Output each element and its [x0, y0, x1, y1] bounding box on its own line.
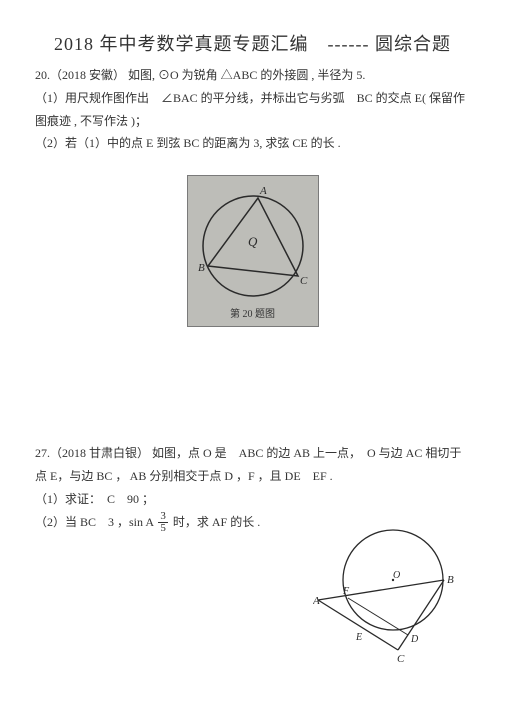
figure-27: A B C D E F O — [313, 520, 463, 670]
problem-27-part2-right: 时，求 AF 的长 . — [173, 515, 260, 529]
figure-27-label-a: A — [313, 595, 320, 607]
figure-27-label-d: D — [410, 634, 419, 645]
figure-20-label-b: B — [198, 262, 205, 274]
problem-20-part1-line2: 图痕迹 , 不写作法 )； — [35, 110, 470, 133]
figure-20: A B C Q 第 20 题图 — [187, 175, 319, 327]
figure-20-label-a: A — [259, 185, 267, 197]
problem-20-part2: （2）若（1）中的点 E 到弦 BC 的距离为 3, 求弦 CE 的长 . — [35, 132, 470, 155]
problem-27-header-line2: 点 E，与边 BC ， AB 分别相交于点 D ，F ，且 DE EF . — [35, 465, 470, 488]
problem-20-header: 20.（2018 安徽） 如图, ⊙O 为锐角 △ABC 的外接圆 , 半径为 … — [35, 64, 470, 87]
problem-27-header-line1: 27.（2018 甘肃白银） 如图，点 O 是 ABC 的边 AB 上一点， O… — [35, 442, 470, 465]
figure-27-label-e: E — [355, 632, 362, 643]
figure-27-label-o: O — [393, 570, 400, 581]
fraction-3-5: 3 5 — [158, 511, 168, 534]
problem-27-part1: （1）求证： C 90 ； — [35, 488, 325, 511]
figure-27-center-dot — [392, 579, 394, 581]
figure-20-caption: 第 20 题图 — [188, 305, 318, 320]
document-title: 2018 年中考数学真题专题汇编 ------ 圆综合题 — [35, 30, 470, 56]
figure-27-line-bc — [398, 580, 444, 650]
figure-27-label-b: B — [447, 574, 454, 586]
figure-20-label-c: C — [300, 275, 308, 287]
figure-27-line-ab — [318, 580, 444, 600]
figure-20-bg — [188, 176, 318, 326]
problem-27-part2: （2）当 BC 3 ，sin A 3 5 时，求 AF 的长 . — [35, 511, 325, 535]
problem-20-part1-line1: （1）用尺规作图作出 ∠BAC 的平分线，并标出它与劣弧 BC 的交点 E( 保… — [35, 87, 470, 110]
fraction-denominator: 5 — [158, 523, 168, 534]
problem-27-part2-left: （2）当 BC 3 ，sin A — [35, 515, 156, 529]
figure-27-label-c: C — [397, 653, 405, 665]
figure-27-line-fd — [348, 598, 408, 635]
figure-27-label-f: F — [342, 586, 350, 597]
figure-20-label-q: Q — [248, 234, 258, 249]
